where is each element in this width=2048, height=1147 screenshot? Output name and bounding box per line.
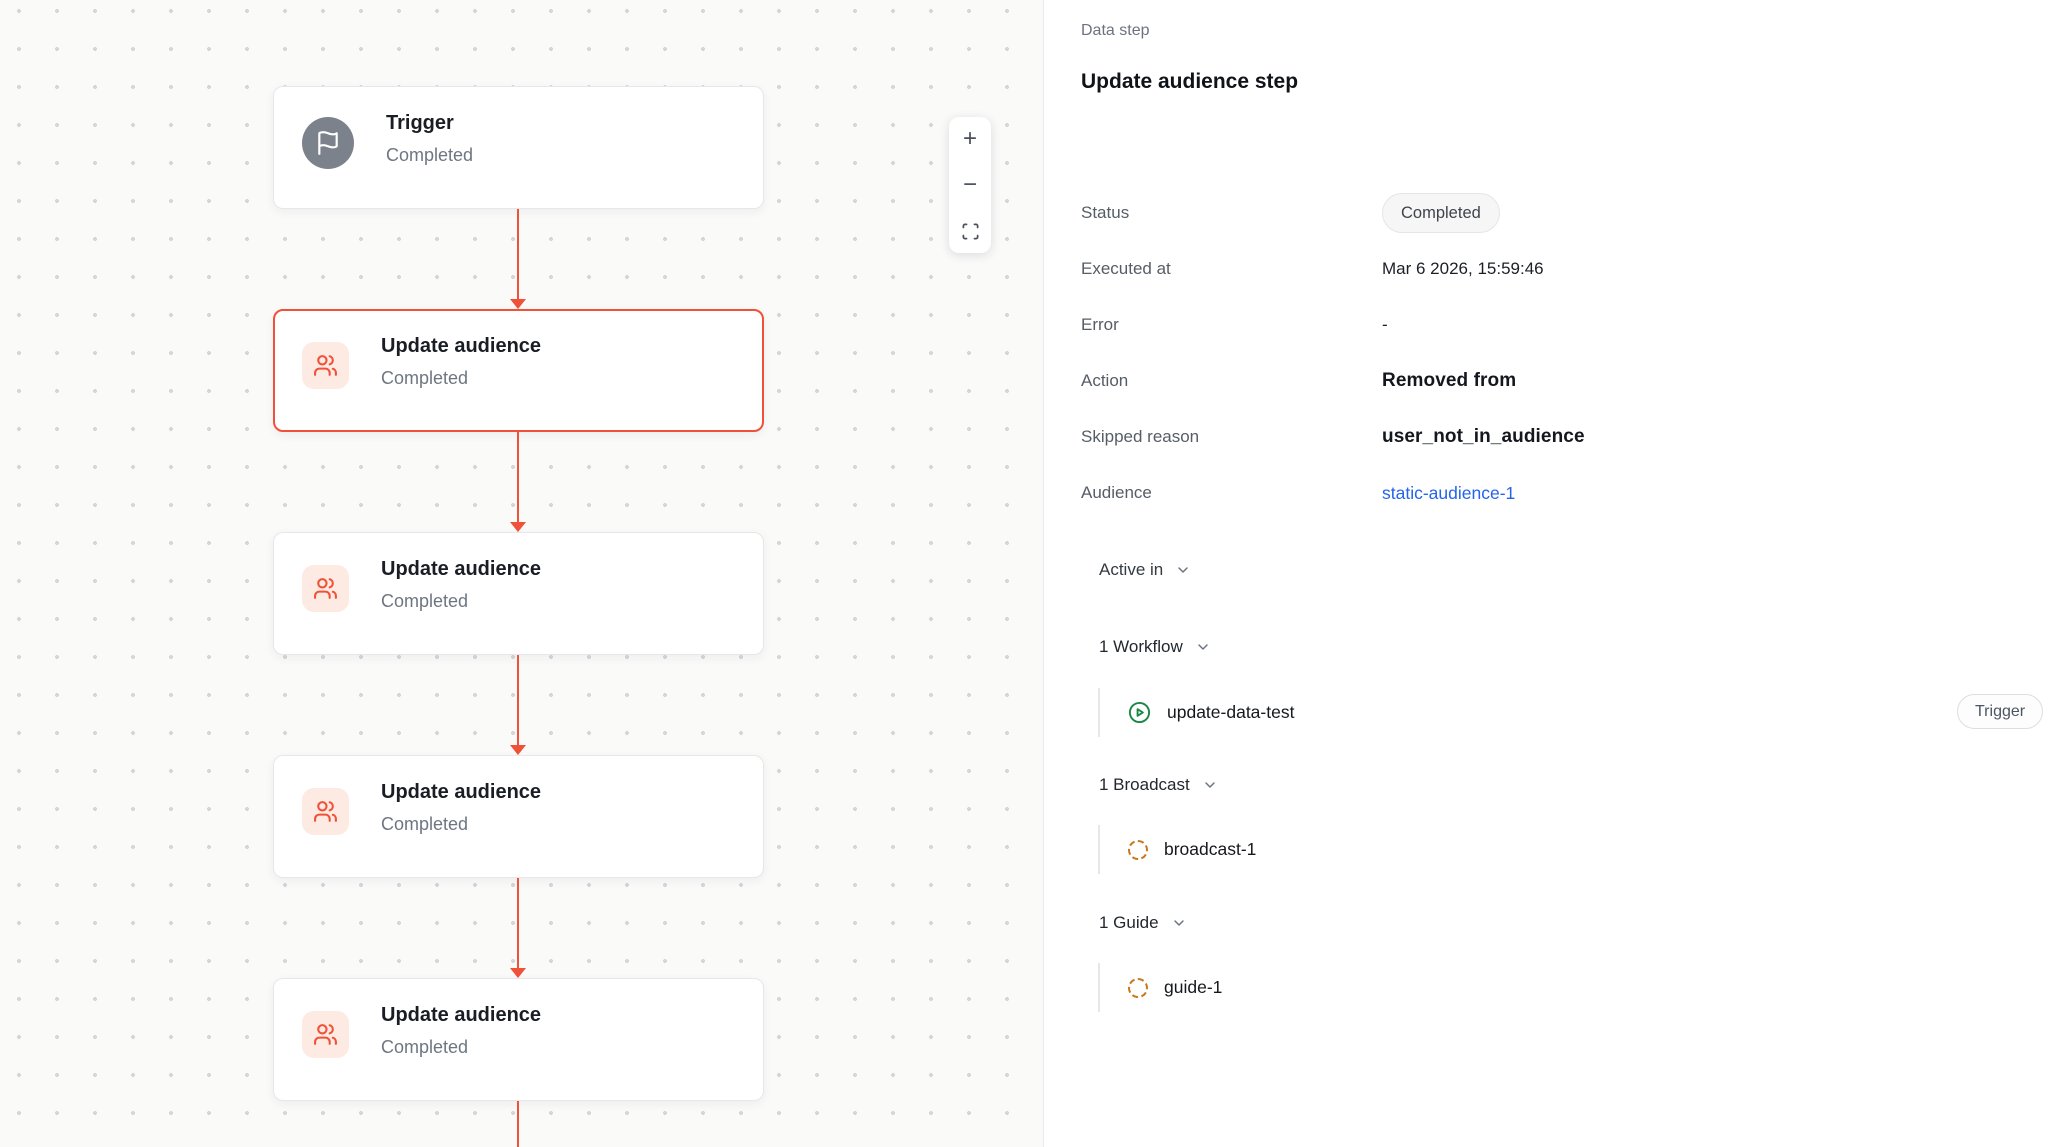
node-status: Completed — [381, 368, 469, 388]
field-label: Error — [1081, 315, 1119, 334]
canvas-zoom-toolbar: + − — [949, 117, 991, 253]
chevron-down-icon — [1202, 777, 1218, 793]
item-name: broadcast-1 — [1164, 839, 1257, 859]
node-text: Update audience Completed — [381, 332, 541, 390]
node-text: Update audience Completed — [381, 555, 541, 613]
flow-arrow — [517, 209, 519, 299]
node-text: Trigger Completed — [386, 109, 473, 167]
flow-arrow — [517, 432, 519, 522]
active-in-label: Active in — [1099, 560, 1164, 579]
item-name: update-data-test — [1167, 702, 1295, 722]
chevron-down-icon — [1195, 639, 1211, 655]
fit-view-button[interactable] — [955, 216, 985, 246]
users-icon — [302, 1011, 349, 1058]
field-list: Status Completed Executed at Mar 6 2026,… — [1081, 185, 2048, 521]
flow-arrowhead — [510, 745, 526, 755]
item-name: guide-1 — [1164, 977, 1223, 997]
node-status: Completed — [381, 591, 469, 611]
field-value: - — [1382, 315, 1388, 334]
flow-node-update-audience-selected[interactable]: Update audience Completed — [273, 309, 764, 432]
users-icon — [302, 342, 349, 389]
field-label: Skipped reason — [1081, 427, 1200, 446]
flow-arrowhead — [510, 522, 526, 532]
group-header-guide[interactable]: 1 Guide — [1099, 913, 1187, 933]
node-title: Update audience — [381, 781, 542, 803]
dashed-circle-icon — [1128, 977, 1148, 998]
workflow-play-icon — [1128, 701, 1151, 724]
zoom-in-button[interactable]: + — [955, 124, 985, 154]
dashed-circle-icon — [1128, 839, 1148, 860]
list-item-broadcast[interactable]: broadcast-1 — [1098, 825, 1256, 874]
node-status: Completed — [381, 1037, 469, 1057]
field-label: Status — [1081, 203, 1130, 222]
flow-arrow — [517, 655, 519, 745]
field-label: Executed at — [1081, 259, 1171, 278]
users-icon — [302, 565, 349, 612]
field-value: Removed from — [1382, 370, 1517, 391]
group-label: 1 Guide — [1099, 913, 1159, 932]
flow-node-update-audience[interactable]: Update audience Completed — [273, 978, 764, 1101]
field-row-error: Error - — [1081, 297, 2048, 353]
node-status: Completed — [386, 145, 474, 165]
workflow-canvas[interactable]: Trigger Completed Update audience Comple… — [0, 0, 1044, 1147]
node-text: Update audience Completed — [381, 778, 541, 836]
field-row-audience: Audience static-audience-1 — [1081, 465, 2048, 521]
chevron-down-icon — [1175, 562, 1191, 578]
flow-arrowhead — [510, 968, 526, 978]
chevron-down-icon — [1171, 915, 1187, 931]
group-header-workflow[interactable]: 1 Workflow — [1099, 637, 1211, 657]
group-label: 1 Broadcast — [1099, 775, 1190, 794]
node-text: Update audience Completed — [381, 1001, 541, 1059]
flow-arrow — [517, 1101, 519, 1147]
node-status: Completed — [381, 814, 469, 834]
trigger-badge: Trigger — [1957, 694, 2044, 729]
panel-eyebrow: Data step — [1081, 22, 1150, 39]
fit-view-icon — [961, 222, 980, 241]
field-value: Mar 6 2026, 15:59:46 — [1382, 259, 1544, 278]
users-icon — [302, 788, 349, 835]
node-title: Trigger — [386, 112, 454, 134]
list-item-workflow[interactable]: update-data-test — [1098, 688, 1294, 737]
group-header-broadcast[interactable]: 1 Broadcast — [1099, 775, 1218, 795]
flow-node-trigger[interactable]: Trigger Completed — [273, 86, 764, 209]
flow-node-update-audience[interactable]: Update audience Completed — [273, 755, 764, 878]
flow-node-update-audience[interactable]: Update audience Completed — [273, 532, 764, 655]
status-badge: Completed — [1382, 193, 1500, 233]
field-row-executed-at: Executed at Mar 6 2026, 15:59:46 — [1081, 241, 2048, 297]
node-title: Update audience — [381, 558, 542, 580]
flow-arrowhead — [510, 299, 526, 309]
details-panel: Data step Update audience step Status Co… — [1044, 0, 2048, 1147]
node-title: Update audience — [381, 335, 542, 357]
field-label: Audience — [1081, 483, 1152, 502]
field-row-status: Status Completed — [1081, 185, 2048, 241]
node-title: Update audience — [381, 1004, 542, 1026]
list-item-guide[interactable]: guide-1 — [1098, 963, 1222, 1012]
field-row-action: Action Removed from — [1081, 353, 2048, 409]
field-row-skipped-reason: Skipped reason user_not_in_audience — [1081, 409, 2048, 465]
flow-arrow — [517, 878, 519, 968]
flag-icon — [302, 117, 354, 169]
field-value: user_not_in_audience — [1382, 426, 1585, 447]
active-in-header[interactable]: Active in — [1099, 560, 1191, 580]
zoom-out-button[interactable]: − — [955, 170, 985, 200]
field-label: Action — [1081, 371, 1129, 390]
page-title: Update audience step — [1081, 70, 1299, 93]
audience-link[interactable]: static-audience-1 — [1382, 482, 1516, 503]
group-label: 1 Workflow — [1099, 637, 1183, 656]
